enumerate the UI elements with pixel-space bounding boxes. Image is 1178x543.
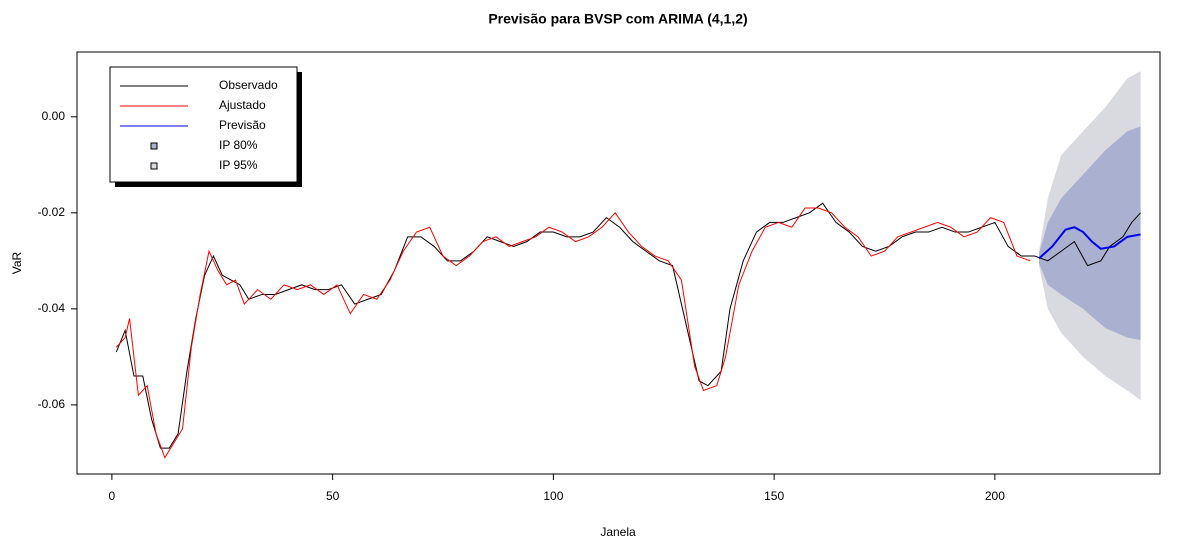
x-tick-label: 150 [764, 489, 784, 503]
x-axis-title: Janela [600, 525, 636, 539]
legend-label: IP 80% [219, 138, 258, 152]
x-tick-label: 50 [326, 489, 340, 503]
chart-title: Previsão para BVSP com ARIMA (4,1,2) [488, 11, 747, 27]
legend-label: Ajustado [219, 98, 266, 112]
series-line [1038, 226, 1141, 260]
y-axis-title: VaR [10, 251, 24, 274]
legend-label: Observado [219, 78, 278, 92]
x-tick-label: 200 [985, 489, 1005, 503]
legend-swatch [150, 142, 158, 150]
legend-label: Previsão [219, 118, 266, 132]
y-tick-label: -0.04 [38, 301, 66, 315]
interval-band [1039, 126, 1141, 341]
legend-swatch [150, 162, 158, 170]
y-tick-label: -0.02 [38, 205, 66, 219]
x-tick-label: 0 [109, 489, 116, 503]
series-line [115, 207, 1031, 459]
y-tick-label: -0.06 [38, 397, 66, 411]
legend-label: IP 95% [219, 158, 258, 172]
legend [109, 66, 298, 183]
series-line [115, 202, 1141, 449]
x-tick-label: 100 [543, 489, 563, 503]
y-tick-label: 0.00 [42, 109, 66, 123]
